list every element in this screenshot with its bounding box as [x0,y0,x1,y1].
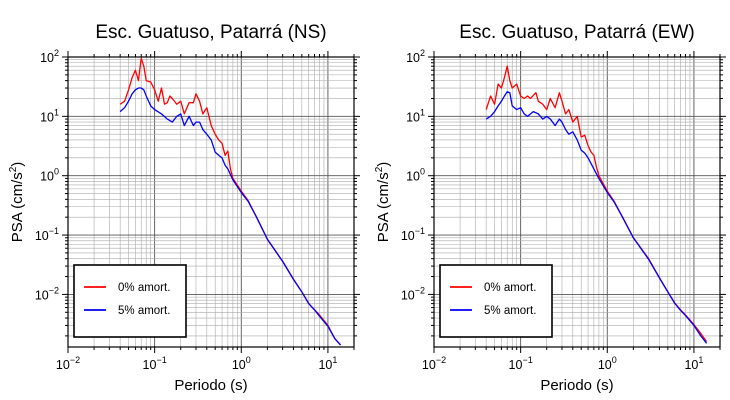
y-tick-label: 10−1 [35,226,59,243]
y-tick-label: 102 [40,48,59,65]
y-axis-label: PSA (cm/s2) [8,162,26,243]
y-tick-label: 101 [40,107,59,124]
chart-title: Esc. Guatuso, Patarrá (EW) [459,22,694,43]
x-tick-label: 101 [318,355,337,372]
legend-box [439,264,553,338]
legend-box [73,264,187,338]
y-tick-label: 10−2 [401,285,425,302]
x-tick-label: 101 [684,355,703,372]
x-tick-label: 10−1 [143,355,167,372]
chart-panel-1: 10−2 10−1 100 101 102 101 100 10−1 10−2 Esc. Guat… [8,22,360,394]
x-tick-label: 10−2 [422,355,446,372]
legend: 0% amort. 5% amort. [73,264,187,338]
legend-label: 5% amort. [484,305,536,317]
x-tick-label: 100 [598,355,617,372]
y-tick-label: 100 [406,167,425,184]
series-line-blue [485,91,708,344]
legend-label: 0% amort. [484,282,536,294]
x-axis-label: Periodo (s) [540,377,613,394]
y-tick-label: 102 [406,48,425,65]
x-tick-label: 10−2 [56,355,80,372]
x-tick-label: 10−1 [509,355,533,372]
chart-panel-2: 10−2 10−1 100 101 102 101 100 10−1 10−2 Esc. Guat… [374,22,726,394]
y-tick-label: 10−1 [401,226,425,243]
series-line-blue [119,87,342,346]
y-axis-label: PSA (cm/s2) [374,162,392,243]
y-tick-label: 101 [406,107,425,124]
y-tick-label: 100 [40,167,59,184]
legend-label: 5% amort. [118,305,170,317]
plot-frame [433,56,721,348]
legend: 0% amort. 5% amort. [439,264,553,338]
chart-title: Esc. Guatuso, Patarrá (NS) [95,22,326,43]
x-axis-label: Periodo (s) [174,377,247,394]
y-tick-label: 10−2 [35,285,59,302]
plot-frame [67,56,355,348]
x-tick-label: 100 [232,355,251,372]
legend-label: 0% amort. [118,282,170,294]
grid-lines [433,56,721,347]
